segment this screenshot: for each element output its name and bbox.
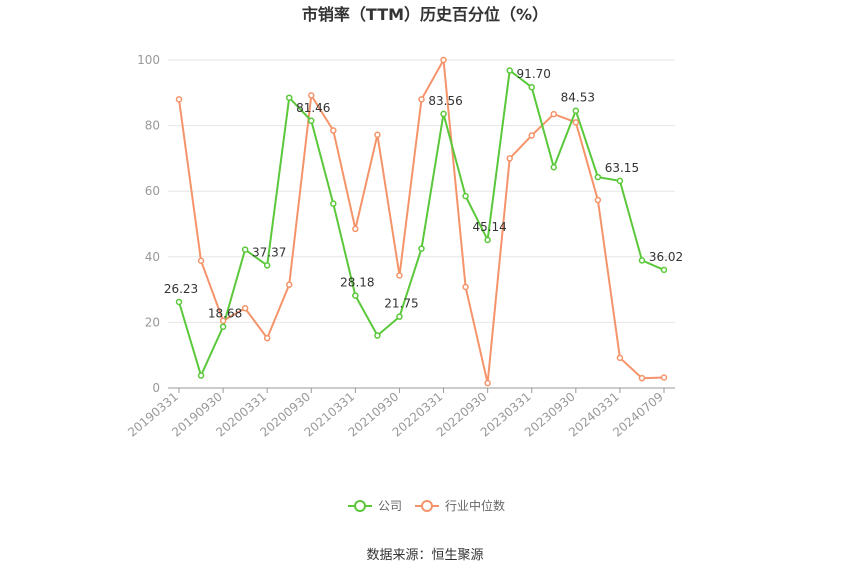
data-label: 45.14 bbox=[472, 220, 506, 234]
data-point bbox=[175, 298, 183, 306]
data-point bbox=[374, 131, 381, 139]
legend-marker bbox=[421, 500, 433, 512]
data-label: 21.75 bbox=[384, 297, 418, 311]
data-point bbox=[572, 107, 580, 114]
y-tick-label: 80 bbox=[145, 119, 160, 133]
data-point bbox=[308, 117, 315, 125]
data-point bbox=[263, 334, 271, 342]
chart-title: 市销率（TTM）历史百分位（%） bbox=[302, 5, 548, 24]
data-label: 91.70 bbox=[517, 67, 551, 81]
data-point bbox=[506, 67, 513, 74]
data-point bbox=[330, 127, 337, 134]
series-line-0 bbox=[178, 68, 665, 379]
data-labels: 26.23 18.68 37.37 81.46 28.18 21.75 83.56 45.14… bbox=[164, 67, 683, 321]
series-points bbox=[175, 56, 668, 387]
legend-label: 行业中位数 bbox=[445, 498, 505, 513]
data-point bbox=[418, 245, 425, 252]
data-point bbox=[550, 164, 558, 171]
data-point bbox=[462, 192, 469, 200]
data-point bbox=[616, 177, 624, 185]
data-point bbox=[638, 257, 646, 264]
data-label: 36.02 bbox=[649, 250, 683, 264]
data-point bbox=[263, 262, 271, 269]
y-tick-label: 60 bbox=[145, 184, 160, 198]
data-label: 18.68 bbox=[208, 307, 242, 321]
y-tick-label: 100 bbox=[137, 53, 160, 67]
data-label: 83.56 bbox=[428, 94, 462, 108]
x-axis: 2019033120190930202003312020093020210331… bbox=[125, 387, 675, 440]
y-tick-label: 0 bbox=[152, 381, 160, 395]
y-tick-label: 20 bbox=[145, 315, 160, 329]
data-point bbox=[352, 292, 359, 299]
data-point bbox=[440, 110, 447, 118]
data-point bbox=[528, 83, 535, 91]
data-point bbox=[660, 266, 668, 274]
data-point bbox=[241, 305, 249, 312]
data-point bbox=[440, 56, 447, 64]
data-point bbox=[484, 236, 491, 244]
data-label: 28.18 bbox=[340, 276, 374, 290]
data-point bbox=[660, 374, 668, 381]
data-point bbox=[638, 374, 646, 382]
data-label: 84.53 bbox=[561, 91, 595, 105]
data-point bbox=[219, 317, 227, 325]
data-point bbox=[396, 272, 403, 279]
data-point bbox=[175, 96, 183, 103]
series-line-1 bbox=[178, 56, 665, 384]
data-label: 37.37 bbox=[252, 245, 286, 259]
data-point bbox=[197, 257, 205, 264]
series-lines bbox=[178, 56, 665, 384]
data-point bbox=[241, 246, 249, 253]
legend[interactable]: 公司 行业中位数 bbox=[348, 498, 505, 513]
data-point bbox=[330, 200, 337, 207]
data-point bbox=[616, 354, 624, 362]
legend-label: 公司 bbox=[378, 499, 402, 513]
data-point bbox=[197, 372, 205, 379]
data-point bbox=[352, 225, 359, 233]
legend-item-0[interactable]: 公司 bbox=[348, 499, 402, 513]
data-point bbox=[418, 96, 425, 103]
data-point bbox=[572, 119, 580, 126]
legend-item-1[interactable]: 行业中位数 bbox=[415, 498, 505, 513]
data-point bbox=[594, 196, 602, 204]
y-tick-label: 40 bbox=[145, 250, 160, 264]
data-point bbox=[396, 313, 403, 320]
data-label: 63.15 bbox=[605, 161, 639, 175]
grid bbox=[168, 59, 675, 389]
data-label: 81.46 bbox=[296, 101, 330, 115]
data-point bbox=[594, 173, 602, 181]
data-point bbox=[374, 332, 381, 339]
data-point bbox=[219, 323, 227, 330]
data-point bbox=[506, 155, 513, 162]
data-point bbox=[550, 110, 558, 118]
y-axis: 0 20 40 60 80 100 bbox=[137, 53, 160, 395]
data-point bbox=[285, 281, 293, 288]
data-label: 26.23 bbox=[164, 282, 198, 296]
data-point bbox=[285, 94, 293, 101]
data-point bbox=[308, 92, 315, 99]
data-point bbox=[462, 283, 469, 291]
data-point bbox=[528, 132, 535, 139]
source-note: 数据来源：恒生聚源 bbox=[366, 548, 483, 563]
data-point bbox=[484, 379, 491, 387]
legend-marker bbox=[354, 500, 366, 512]
